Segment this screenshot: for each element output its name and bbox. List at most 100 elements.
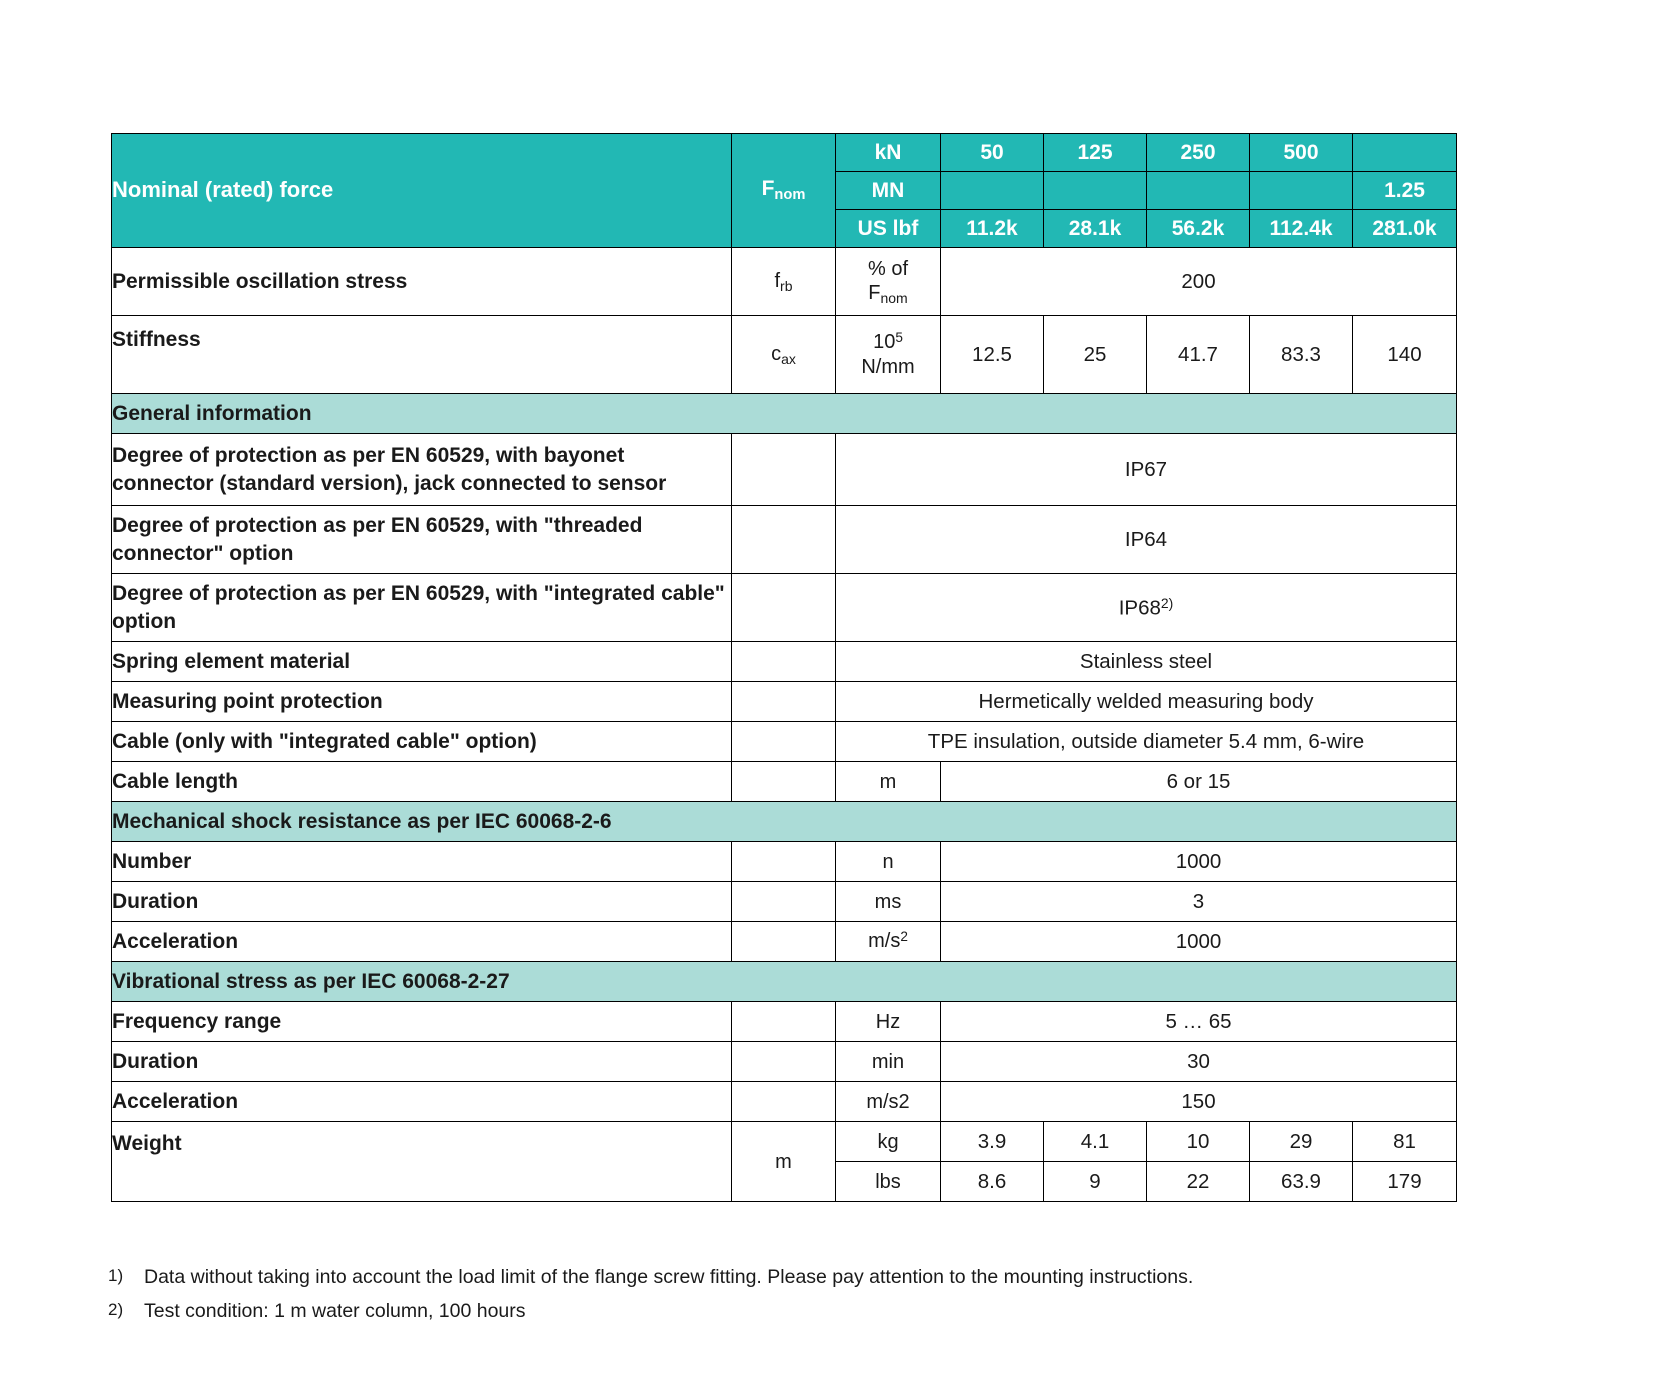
header-row-mn: MN 1.25: [112, 171, 1457, 210]
row-symbol: [731, 573, 836, 642]
header-row-kn: Nominal (rated) force Fnom kN 50 125 250…: [111, 133, 1457, 248]
row-permissible-oscillation-stress: Permissible oscillation stress frb % of …: [111, 247, 1457, 316]
stiffness-col5: 140: [1352, 315, 1457, 394]
weight-kg-col2: 4.1: [1043, 1121, 1147, 1162]
header-unit-uslbf: US lbf: [835, 209, 941, 248]
row-symbol: [731, 1081, 836, 1122]
row-symbol: [731, 433, 836, 506]
row-vibration-acceleration: Acceleration m/s2 150: [111, 1081, 1457, 1122]
row-label: Permissible oscillation stress: [111, 247, 732, 316]
header-mn-col3: [1146, 171, 1250, 210]
header-kn-col1: 50: [940, 133, 1044, 172]
row-label: Measuring point protection: [111, 681, 732, 722]
row-symbol: [731, 761, 836, 802]
header-uslbf-col4: 112.4k: [1249, 209, 1353, 248]
header-mn-col2: [1043, 171, 1147, 210]
header-title: Nominal (rated) force: [111, 133, 732, 248]
stiffness-col1: 12.5: [940, 315, 1044, 394]
section-band-mechanical-shock: Mechanical shock resistance as per IEC 6…: [111, 801, 1457, 842]
row-symbol-cax: cax: [731, 315, 836, 394]
row-value-span: IP682): [835, 573, 1457, 642]
row-label: Number: [111, 841, 732, 882]
row-unit: m/s2: [835, 1081, 941, 1122]
stiffness-col3: 41.7: [1146, 315, 1250, 394]
row-shock-acceleration: Acceleration m/s2 1000: [111, 921, 1457, 962]
row-degree-protection-bayonet: Degree of protection as per EN 60529, wi…: [111, 433, 1457, 506]
header-uslbf-col5: 281.0k: [1352, 209, 1457, 248]
row-spring-element-material: Spring element material Stainless steel: [111, 641, 1457, 682]
footnote-1-marker-text: 1): [108, 1266, 124, 1285]
value-base: IP68: [1118, 596, 1161, 620]
row-cable-length: Cable length m 6 or 15: [111, 761, 1457, 802]
row-symbol-frb: frb: [731, 247, 836, 316]
row-label: Duration: [111, 1041, 732, 1082]
header-uslbf-col3: 56.2k: [1146, 209, 1250, 248]
row-shock-number: Number n 1000: [111, 841, 1457, 882]
row-weight-lbs: lbs 8.6 9 22 63.9 179: [112, 1161, 1457, 1202]
weight-lbs-col4: 63.9: [1249, 1161, 1353, 1202]
row-value-span: Stainless steel: [835, 641, 1457, 682]
row-label: Degree of protection as per EN 60529, wi…: [111, 433, 732, 506]
symbol-sub: ax: [781, 350, 796, 367]
unit-base: m/s: [868, 930, 901, 953]
unit-line-1: % of: [867, 257, 909, 280]
row-frequency-range: Frequency range Hz 5 … 65: [111, 1001, 1457, 1042]
unit-line1-sup: 5: [895, 330, 903, 346]
symbol-sub: rb: [780, 277, 793, 294]
stiffness-col2: 25: [1043, 315, 1147, 394]
header-symbol-base: F: [761, 177, 775, 201]
row-unit-kg: kg: [835, 1121, 941, 1162]
row-symbol: [731, 681, 836, 722]
row-symbol: [731, 641, 836, 682]
row-value-span: 150: [940, 1081, 1457, 1122]
stiffness-col4: 83.3: [1249, 315, 1353, 394]
row-label: Weight: [111, 1121, 732, 1202]
specification-table: Nominal (rated) force Fnom kN 50 125 250…: [111, 133, 1457, 1202]
unit-line2-sub: nom: [880, 289, 908, 306]
weight-lbs-col5: 179: [1352, 1161, 1457, 1202]
header-mn-col1: [940, 171, 1044, 210]
symbol-base: c: [771, 342, 782, 365]
footnote-2: 2) Test condition: 1 m water column, 100…: [108, 1296, 1508, 1330]
row-value-span: 1000: [940, 921, 1457, 962]
header-mn-col4: [1249, 171, 1353, 210]
row-stiffness: Stiffness cax 105 N/mm 12.5 25 41.7 83.3…: [111, 315, 1457, 394]
footnote-2-marker: 2): [108, 1296, 144, 1330]
section-band-general-information: General information: [111, 393, 1457, 434]
row-symbol: [731, 841, 836, 882]
row-shock-duration: Duration ms 3: [111, 881, 1457, 922]
row-value-span: 30: [940, 1041, 1457, 1082]
row-unit-lbs: lbs: [835, 1161, 941, 1202]
row-unit: n: [835, 841, 941, 882]
weight-lbs-col3: 22: [1146, 1161, 1250, 1202]
row-label: Frequency range: [111, 1001, 732, 1042]
row-symbol: [731, 921, 836, 962]
footnotes: 1) Data without taking into account the …: [108, 1262, 1508, 1330]
row-label: Duration: [111, 881, 732, 922]
row-cable: Cable (only with "integrated cable" opti…: [111, 721, 1457, 762]
header-kn-col5: [1352, 133, 1457, 172]
unit-line-1: 105: [836, 330, 940, 354]
row-value-span: Hermetically welded measuring body: [835, 681, 1457, 722]
row-unit-stiffness: 105 N/mm: [835, 315, 941, 394]
row-label: Spring element material: [111, 641, 732, 682]
header-kn-col2: 125: [1043, 133, 1147, 172]
footnote-1-marker: 1): [108, 1262, 144, 1296]
header-kn-col4: 500: [1249, 133, 1353, 172]
weight-lbs-col2: 9: [1043, 1161, 1147, 1202]
header-symbol-sub: nom: [774, 187, 806, 204]
weight-kg-col5: 81: [1352, 1121, 1457, 1162]
row-label: Degree of protection as per EN 60529, wi…: [111, 505, 732, 574]
row-value-span: 200: [940, 247, 1457, 316]
row-degree-protection-threaded: Degree of protection as per EN 60529, wi…: [111, 505, 1457, 574]
row-symbol: [731, 505, 836, 574]
row-symbol: [731, 881, 836, 922]
row-symbol: [731, 1041, 836, 1082]
row-label: Cable length: [111, 761, 732, 802]
row-value-span: IP67: [835, 433, 1457, 506]
specification-table-container: Nominal (rated) force Fnom kN 50 125 250…: [111, 133, 1457, 1202]
row-unit: ms: [835, 881, 941, 922]
unit-line-2: Fnom: [836, 281, 940, 307]
row-label: Stiffness: [111, 315, 732, 394]
header-unit-kn: kN: [835, 133, 941, 172]
